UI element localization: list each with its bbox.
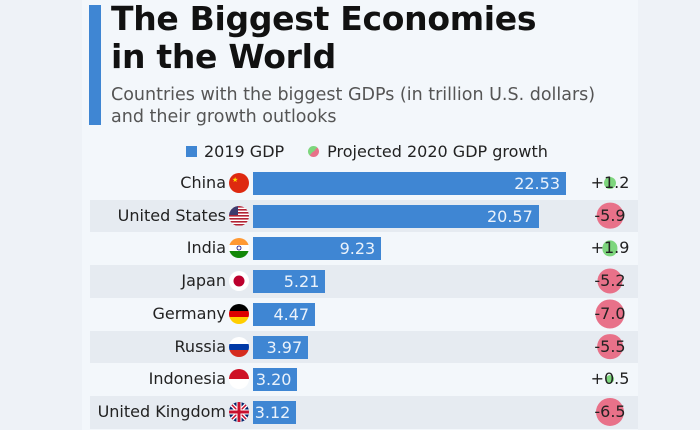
title-accent-bar bbox=[89, 5, 101, 125]
category-label: Russia bbox=[174, 336, 226, 356]
growth-bubble bbox=[602, 240, 618, 256]
gdp-value-label: 9.23 bbox=[339, 239, 376, 259]
gdp-value-label: 4.47 bbox=[273, 304, 310, 324]
growth-value-label: +0.5 bbox=[590, 369, 630, 389]
growth-bubble bbox=[596, 202, 624, 230]
india-flag-icon bbox=[229, 238, 249, 259]
gdp-bar: 5.21 bbox=[253, 270, 326, 294]
growth-bubble bbox=[595, 299, 625, 329]
gdp-bar: 22.53 bbox=[253, 172, 566, 195]
growth-value-label: -5.5 bbox=[594, 336, 626, 356]
growth-cell: -5.9 bbox=[587, 200, 633, 232]
gdp-bar: 20.57 bbox=[253, 204, 539, 228]
growth-value-label: -5.2 bbox=[594, 271, 626, 291]
subtitle-line-1: Countries with the biggest GDPs (in tril… bbox=[111, 85, 596, 105]
gdp-bar: 3.97 bbox=[253, 335, 309, 359]
category-label: Indonesia bbox=[148, 369, 226, 389]
gdp-bar: 3.12 bbox=[253, 400, 297, 424]
category-label: India bbox=[186, 238, 226, 258]
chart-row: Germany 4.47 -7.0 bbox=[90, 298, 638, 331]
growth-bubble bbox=[603, 176, 617, 190]
legend-gdp-swatch bbox=[186, 146, 197, 157]
chart-row: Japan 5.21 -5.2 bbox=[90, 265, 638, 298]
gdp-bar: 9.23 bbox=[253, 237, 382, 261]
china-flag-icon: ★ bbox=[229, 173, 249, 193]
japan-flag-icon bbox=[229, 271, 249, 292]
russia-flag-icon bbox=[229, 336, 249, 357]
chart-row: United Kingdom 3.12 -6.5 bbox=[90, 395, 638, 429]
growth-cell: -5.5 bbox=[587, 331, 633, 363]
category-label: Germany bbox=[152, 303, 226, 323]
gdp-bar: 3.20 bbox=[253, 368, 298, 392]
chart-row: Indonesia 3.20 +0.5 bbox=[90, 363, 638, 396]
growth-value-label: -5.9 bbox=[594, 205, 626, 225]
growth-cell: -6.5 bbox=[587, 396, 633, 428]
chart-subtitle: Countries with the biggest GDPs (in tril… bbox=[111, 84, 595, 128]
growth-cell: -5.2 bbox=[587, 265, 633, 297]
gdp-value-label: 22.53 bbox=[514, 174, 560, 193]
growth-value-label: +1.9 bbox=[590, 238, 630, 258]
title-line-2: in the World bbox=[111, 37, 336, 76]
growth-bubble bbox=[595, 397, 625, 426]
gdp-value-label: 3.97 bbox=[266, 337, 303, 357]
growth-value-label: +1.2 bbox=[590, 173, 630, 192]
gdp-value-label: 20.57 bbox=[486, 206, 533, 226]
title-line-1: The Biggest Economies bbox=[111, 0, 537, 38]
chart-row: United States 20.57 -5.9 bbox=[90, 199, 638, 233]
category-label: United Kingdom bbox=[97, 401, 226, 421]
svg-text:★: ★ bbox=[232, 176, 238, 184]
subtitle-line-2: and their growth outlooks bbox=[111, 107, 337, 127]
chart-row: China ★ 22.53 +1.2 bbox=[90, 167, 638, 200]
growth-value-label: -6.5 bbox=[594, 401, 626, 421]
chart-title: The Biggest Economies in the World bbox=[111, 0, 537, 76]
legend-growth-swatch bbox=[308, 146, 320, 157]
growth-cell: +1.2 bbox=[587, 167, 633, 199]
growth-cell: +0.5 bbox=[587, 363, 633, 395]
usa-flag-icon bbox=[229, 205, 249, 226]
growth-cell: -7.0 bbox=[587, 298, 633, 330]
growth-bubble bbox=[597, 268, 623, 294]
legend: 2019 GDP Projected 2020 GDP growth bbox=[186, 142, 548, 161]
legend-gdp-label: 2019 GDP bbox=[204, 142, 285, 161]
chart-row: India 9.23 +1.9 bbox=[90, 232, 638, 265]
gdp-value-label: 3.20 bbox=[255, 370, 292, 390]
chart-row: Russia 3.97 -5.5 bbox=[90, 330, 638, 364]
indonesia-flag-icon bbox=[229, 369, 249, 390]
gdp-bar: 4.47 bbox=[253, 302, 316, 326]
category-label: Japan bbox=[181, 271, 226, 291]
legend-growth-label: Projected 2020 GDP growth bbox=[327, 142, 548, 161]
growth-cell: +1.9 bbox=[587, 232, 633, 264]
growth-bubble bbox=[597, 333, 623, 360]
germany-flag-icon bbox=[229, 303, 249, 324]
growth-value-label: -7.0 bbox=[594, 303, 626, 323]
gdp-value-label: 5.21 bbox=[283, 272, 320, 292]
category-label: China bbox=[180, 173, 226, 192]
gdp-value-label: 3.12 bbox=[254, 402, 291, 422]
uk-flag-icon bbox=[229, 401, 249, 422]
growth-bubble bbox=[606, 375, 614, 384]
category-label: United States bbox=[117, 205, 226, 225]
